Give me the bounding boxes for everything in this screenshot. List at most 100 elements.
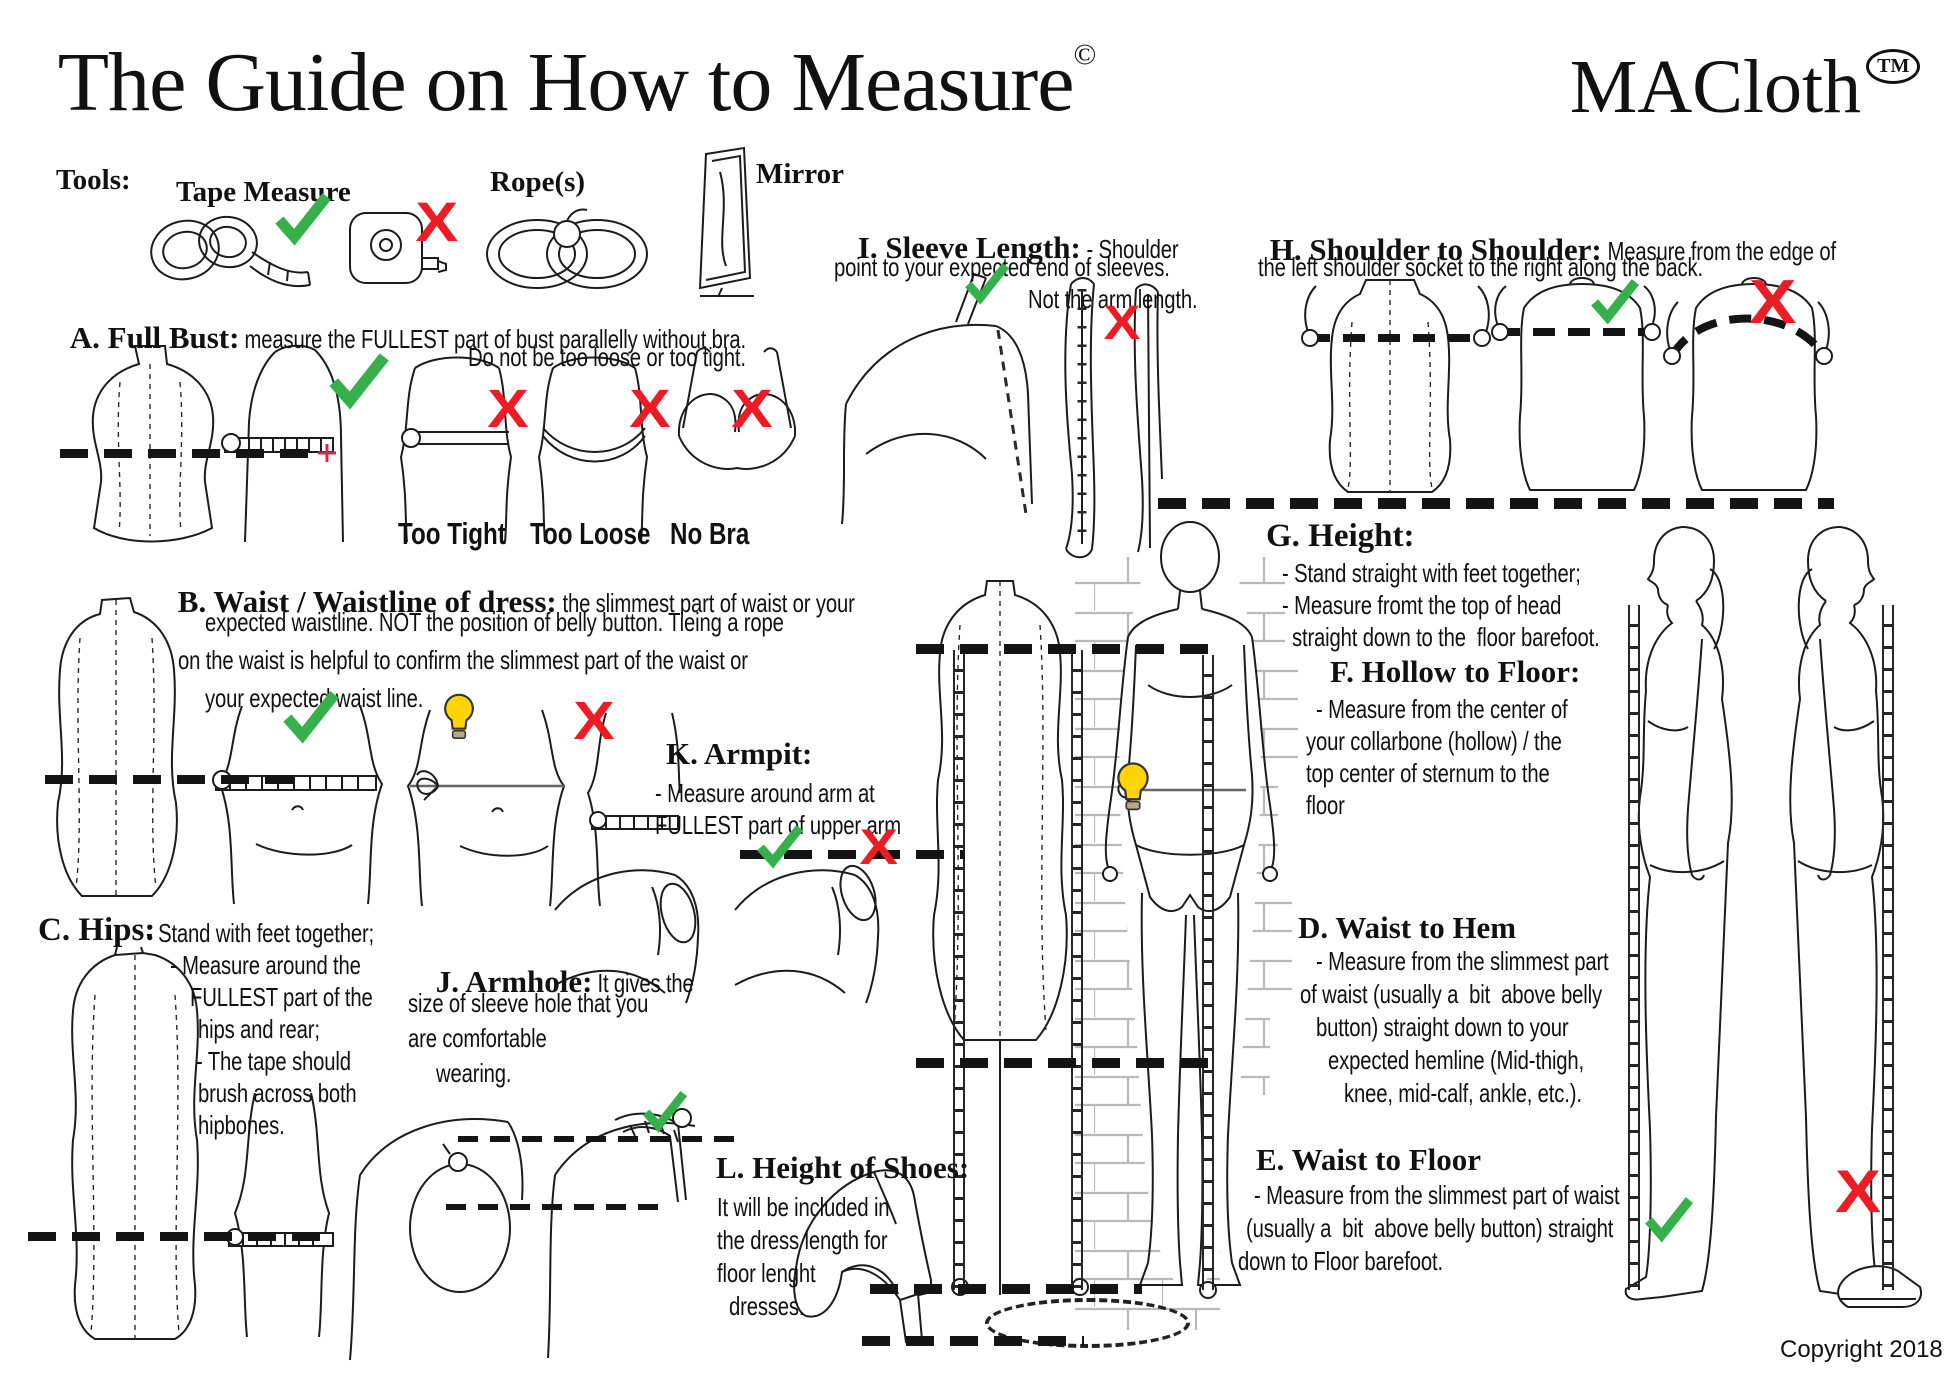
section-d-heading: D. Waist to Hem: [1298, 910, 1517, 945]
section-d-line2: button) straight down to your: [1316, 1012, 1569, 1042]
check-icon: [757, 825, 804, 869]
armpit-figures-illustration: [554, 864, 880, 1004]
section-l-line2: floor lenght: [717, 1258, 816, 1288]
profile-tape-right: [1882, 605, 1894, 1290]
section-c-line4: - The tape should: [196, 1046, 351, 1076]
section-g-heading: G. Height:: [1266, 518, 1415, 554]
section-f-heading: F. Hollow to Floor:: [1330, 654, 1581, 689]
mirror-icon: [698, 146, 754, 298]
section-g-line1: - Measure fromt the top of head: [1282, 590, 1562, 620]
cross-icon: X: [1834, 1158, 1882, 1225]
mirror-label: Mirror: [756, 158, 845, 190]
section-h-line2: the left shoulder socket to the right al…: [1258, 252, 1703, 282]
mannequin-tape-right: [1071, 650, 1083, 1290]
section-a-line2: Do not be too loose or too tight.: [468, 342, 746, 372]
section-f-line3: floor: [1306, 790, 1345, 820]
cross-icon: X: [731, 379, 773, 439]
figure-tape: [1202, 655, 1214, 1290]
label-no-bra: No Bra: [670, 516, 750, 551]
base-floor-line: [862, 1336, 1084, 1346]
section-e-line0: - Measure from the slimmest part of wais…: [1254, 1180, 1620, 1210]
tools-label: Tools:: [56, 164, 131, 196]
page-title: The Guide on How to Measure©: [57, 36, 1097, 129]
section-b-line4: your expected waist line.: [205, 683, 424, 713]
brand-logo: MACloth TM: [1552, 26, 1921, 149]
ropes-label: Rope(s): [490, 166, 586, 198]
tape-measure-label: Tape Measure: [176, 176, 351, 208]
cross-icon: X: [573, 691, 615, 751]
section-j-line2: are comfortable: [408, 1023, 547, 1053]
section-d-line3: expected hemline (Mid-thigh,: [1328, 1045, 1585, 1075]
section-c-line3: hips and rear;: [198, 1014, 320, 1044]
section-k-line1: - Measure around arm at: [655, 778, 875, 808]
copyright-symbol: ©: [1073, 38, 1097, 71]
armhole-top-line: [458, 1136, 743, 1142]
section-l-line3: dresses.: [729, 1291, 805, 1321]
mannequin-tape-left: [953, 650, 965, 1290]
section-h-heading: H. Shoulder to Shoulder: Measure from th…: [1269, 232, 1836, 267]
section-d-line4: knee, mid-calf, ankle, etc.).: [1344, 1078, 1582, 1108]
cross-icon: X: [487, 379, 529, 439]
check-icon: [643, 1090, 688, 1133]
section-j-heading: J. Armhole: It gives the: [435, 964, 695, 999]
label-too-tight: Too Tight: [398, 516, 506, 551]
waist-measure-line: [45, 775, 305, 784]
section-a-heading: A. Full Bust: measure the FULLEST part o…: [69, 320, 747, 355]
section-l-heading: L. Height of Shoes:: [716, 1150, 970, 1185]
trademark-badge: TM: [1866, 49, 1921, 84]
cross-icon: X: [415, 190, 459, 253]
section-e-line2: down to Floor barefoot.: [1238, 1246, 1443, 1276]
mannequin-base: [985, 1298, 1190, 1348]
section-i-line2: point to your expected end of sleeves.: [834, 252, 1170, 282]
section-i-note: Not the arm length.: [1028, 284, 1198, 314]
section-f-line0: - Measure from the center of: [1316, 694, 1568, 724]
hips-measure-line: [28, 1232, 320, 1241]
section-b-line3: on the waist is helpful to confirm the s…: [178, 645, 748, 675]
section-c-line0: - Stand with feet together;: [146, 918, 375, 948]
cross-icon: X: [1103, 297, 1141, 350]
section-c-line6: hipbones.: [198, 1110, 285, 1140]
tape-measure-icon: [150, 215, 311, 288]
section-k-line2: FULLEST part of upper arm: [655, 810, 901, 840]
center-measure-scene: [932, 521, 1922, 1330]
profile-tape-left: [1628, 605, 1640, 1290]
armhole-bottom-line: [446, 1204, 661, 1210]
section-e-line1: (usually a bit above belly button) strai…: [1246, 1213, 1614, 1243]
section-e-heading: E. Waist to Floor: [1256, 1142, 1482, 1177]
hem-line: [916, 1058, 1212, 1068]
section-d-line0: - Measure from the slimmest part: [1316, 946, 1609, 976]
lightbulb-icon: [444, 693, 474, 739]
center-waist-line: [740, 850, 965, 859]
lightbulb-icon: [1117, 762, 1149, 811]
hollow-line: [916, 644, 1208, 654]
section-l-line0: It will be included in: [717, 1192, 890, 1222]
section-g-line0: - Stand straight with feet together;: [1282, 558, 1581, 588]
check-icon: [1645, 1197, 1694, 1243]
section-g-line2: straight down to the floor barefoot.: [1292, 622, 1600, 652]
check-icon: [965, 262, 1010, 305]
label-too-loose: Too Loose: [530, 516, 651, 551]
section-c-line1: - Measure around the: [170, 950, 361, 980]
section-c-line5: brush across both: [198, 1078, 357, 1108]
cross-icon: X: [859, 819, 898, 875]
check-icon: [283, 691, 339, 744]
section-b-heading: B. Waist / Waistline of dress: the slimm…: [177, 584, 855, 619]
cross-icon: X: [1748, 268, 1797, 337]
red-plus-marker: [318, 444, 336, 462]
bust-measure-line: [60, 449, 312, 458]
section-j-line1: size of sleeve hole that you: [408, 988, 649, 1018]
section-f-line1: your collarbone (hollow) / the: [1306, 726, 1562, 756]
section-k-heading: K. Armpit:: [666, 736, 813, 771]
rope-icon: [486, 208, 648, 289]
section-j-line3: wearing.: [436, 1058, 512, 1088]
check-icon: [275, 193, 331, 246]
section-f-line2: top center of sternum to the: [1306, 758, 1550, 788]
tape-reel-icon: [349, 212, 447, 284]
check-icon: [329, 353, 389, 410]
section-b-line2: expected waistline. NOT the position of …: [205, 607, 784, 637]
shoulder-figures-illustration: [1301, 277, 1833, 493]
floor-line: [870, 1284, 1142, 1294]
section-l-line1: the dress length for: [717, 1225, 888, 1255]
cross-icon: X: [629, 379, 671, 439]
